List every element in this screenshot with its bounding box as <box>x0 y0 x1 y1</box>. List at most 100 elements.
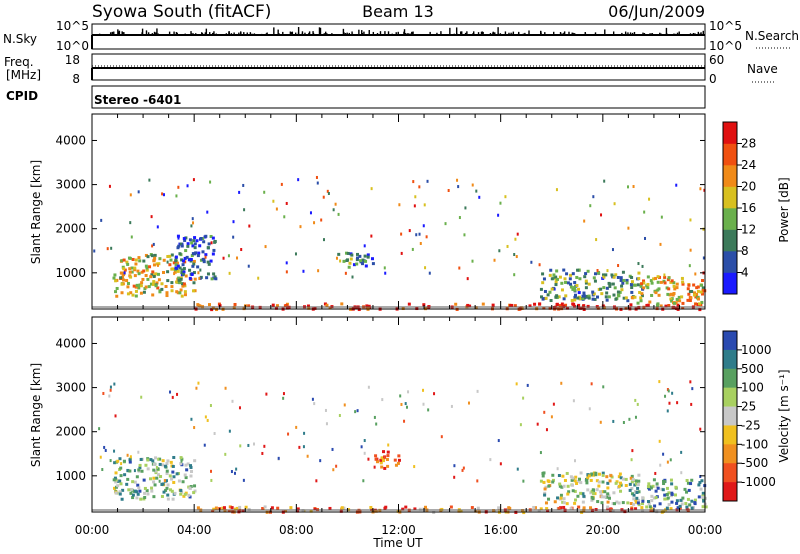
data-cell <box>165 472 169 476</box>
data-cell <box>130 235 133 239</box>
noise-bar <box>494 32 496 35</box>
data-cell <box>363 244 366 248</box>
noise-bar <box>510 32 512 35</box>
data-cell <box>660 215 663 219</box>
data-cell <box>592 492 596 496</box>
data-cell <box>131 257 135 261</box>
data-cell <box>603 495 607 499</box>
data-cell <box>181 259 185 263</box>
data-cell <box>582 304 586 308</box>
data-cell <box>654 276 658 280</box>
data-cell <box>568 277 572 281</box>
noise-bar <box>702 30 704 35</box>
data-cell <box>692 283 696 287</box>
data-cell <box>630 458 633 462</box>
data-cell <box>232 235 235 239</box>
data-cell <box>358 254 362 258</box>
data-cell <box>551 480 555 484</box>
data-cell <box>133 274 137 278</box>
data-cell <box>537 509 541 513</box>
data-cell <box>640 292 644 296</box>
y-tick-label: 2000 <box>55 425 86 439</box>
noise-bar <box>249 32 252 35</box>
data-cell <box>468 304 472 308</box>
data-cell <box>313 402 316 406</box>
freq-label-line2: [MHz] <box>6 68 41 82</box>
data-cell <box>577 505 581 509</box>
data-cell <box>144 285 148 289</box>
data-cell <box>606 486 610 490</box>
data-cell <box>600 501 604 505</box>
data-cell <box>133 489 137 493</box>
data-cell <box>367 457 370 461</box>
data-cell <box>670 492 674 496</box>
y-tick-label: 2000 <box>55 222 86 236</box>
data-cell <box>591 488 595 492</box>
data-cell <box>375 422 378 426</box>
velocity-ylabel: Slant Range [km] <box>29 363 43 467</box>
colorbar-tick-label: 500 <box>741 362 764 376</box>
data-cell <box>148 265 152 269</box>
data-cell <box>543 289 547 293</box>
data-cell <box>542 480 546 484</box>
data-cell <box>663 480 667 484</box>
data-cell <box>177 278 181 282</box>
data-cell <box>555 302 559 306</box>
data-cell <box>261 507 265 511</box>
data-cell <box>109 385 112 389</box>
data-cell <box>379 461 383 465</box>
data-cell <box>210 308 214 312</box>
data-cell <box>561 474 565 478</box>
data-cell <box>142 290 146 294</box>
freq-label-line1: Freq. <box>4 55 34 69</box>
data-cell <box>476 506 480 510</box>
data-cell <box>159 475 163 479</box>
colorbar-tick-label: 20 <box>741 180 756 194</box>
data-cell <box>172 475 176 479</box>
data-cell <box>137 190 140 194</box>
noise-bar <box>141 28 144 35</box>
data-cell <box>634 498 638 502</box>
data-cell <box>582 494 586 498</box>
data-cell <box>471 183 474 187</box>
data-cell <box>573 489 577 493</box>
noise-bar <box>118 30 121 35</box>
noise-bar <box>508 32 510 35</box>
data-cell <box>676 303 680 307</box>
data-cell <box>161 192 164 196</box>
noise-bar <box>461 31 463 35</box>
data-cell <box>551 478 555 482</box>
data-cell <box>285 261 288 265</box>
data-cell <box>144 264 148 268</box>
data-cell <box>631 449 634 453</box>
data-cell <box>152 462 156 466</box>
data-cell <box>190 254 194 258</box>
data-cell <box>193 484 197 488</box>
data-cell <box>634 415 637 419</box>
data-cell <box>689 296 693 300</box>
data-cell <box>672 284 676 288</box>
data-cell <box>137 486 141 490</box>
data-cell <box>285 306 289 310</box>
data-cell <box>316 181 319 185</box>
data-cell <box>607 281 611 285</box>
colorbar-segment <box>723 272 737 295</box>
data-cell <box>213 275 217 279</box>
data-cell <box>153 469 157 473</box>
data-cell <box>386 450 390 454</box>
data-cell <box>230 470 233 474</box>
data-cell <box>630 286 634 290</box>
data-cell <box>106 247 109 251</box>
data-cell <box>169 460 173 464</box>
data-cell <box>157 457 160 461</box>
data-cell <box>637 473 641 477</box>
noise-bar <box>213 31 215 35</box>
data-cell <box>179 242 183 246</box>
data-cell <box>636 486 640 490</box>
data-cell <box>637 503 641 507</box>
data-cell <box>207 242 211 246</box>
data-cell <box>640 506 644 510</box>
data-cell <box>619 276 623 280</box>
data-cell <box>149 477 153 481</box>
noise-bar <box>238 32 240 35</box>
